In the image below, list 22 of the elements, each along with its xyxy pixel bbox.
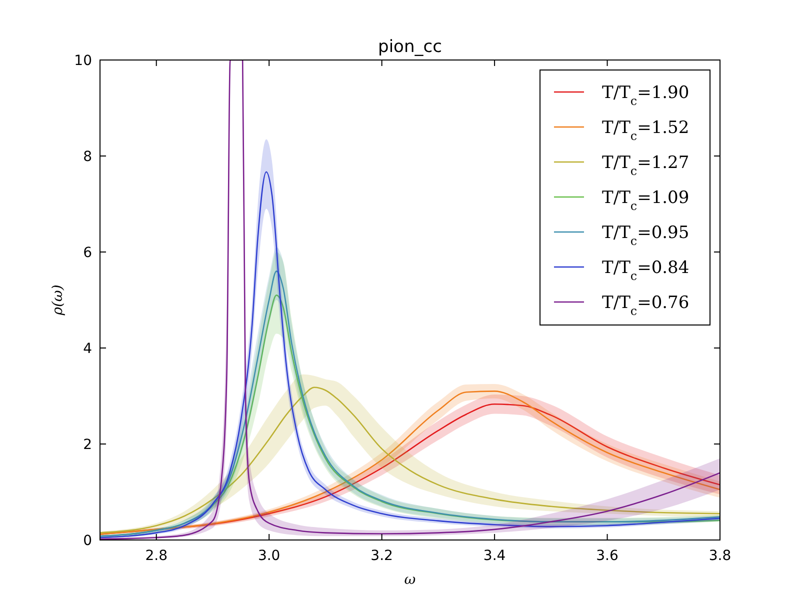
y-tick-label: 8 xyxy=(83,149,92,165)
y-tick-label: 6 xyxy=(83,245,92,261)
y-tick-label: 4 xyxy=(83,341,92,357)
x-axis-title: ω xyxy=(404,572,416,588)
x-tick-label: 3.6 xyxy=(596,548,618,564)
x-tick-label: 2.8 xyxy=(145,548,168,564)
x-tick-label: 3.0 xyxy=(258,548,280,564)
y-tick-label: 10 xyxy=(74,53,92,69)
legend-label: T/T$_{c}$=1.52 xyxy=(602,118,690,143)
y-axis-title: ρ(ω) xyxy=(50,284,66,316)
x-tick-label: 3.2 xyxy=(370,548,393,564)
legend-label: T/T$_{c}$=1.27 xyxy=(602,153,690,178)
y-tick-label: 2 xyxy=(83,437,92,453)
legend-label: T/T$_{c}$=1.09 xyxy=(602,188,690,213)
x-tick-label: 3.8 xyxy=(708,548,732,564)
legend-label: T/T$_{c}$=0.76 xyxy=(602,293,690,318)
legend-label: T/T$_{c}$=0.95 xyxy=(602,223,690,248)
chart-title: pion_cc xyxy=(378,37,442,57)
y-tick-label: 0 xyxy=(83,533,92,549)
legend-label: T/T$_{c}$=0.84 xyxy=(602,258,690,283)
x-tick-label: 3.4 xyxy=(483,548,506,564)
legend-label: T/T$_{c}$=1.90 xyxy=(602,83,690,108)
